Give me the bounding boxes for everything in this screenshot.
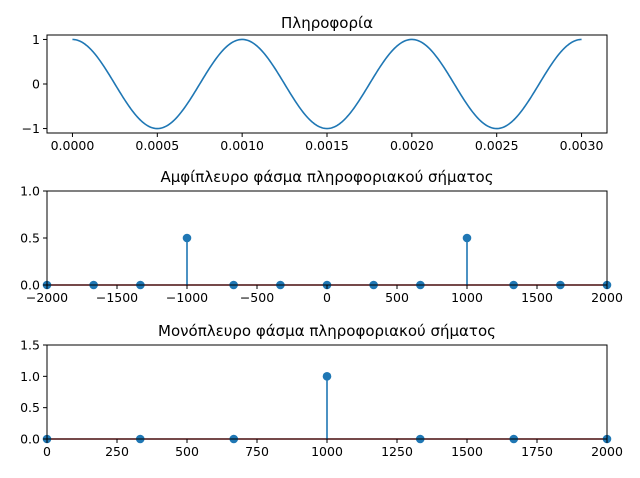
signal-y-tick-label: 0 — [32, 77, 40, 92]
double-sided-x-tick-label: −1500 — [96, 290, 138, 305]
double-sided-x-tick-label: 1000 — [451, 290, 483, 305]
single-sided-y-tick-label: 1.0 — [20, 369, 40, 384]
single-sided-x-tick-label: 500 — [175, 444, 199, 459]
subplot-double-sided-title: Αμφίπλευρο φάσμα πληροφοριακού σήματος — [160, 168, 493, 186]
single-sided-x-tick-label: 250 — [105, 444, 129, 459]
double-sided-x-tick-label: 2000 — [591, 290, 623, 305]
plot-area-single-sided: 0 250 500 750 1000 1250 1500 1750 2000 0.0 0.5 1.0 1… — [20, 338, 623, 460]
signal-x-tick-label: 0.0005 — [135, 138, 179, 153]
signal-x-tick-label: 0.0000 — [51, 138, 95, 153]
single-sided-x-tick-label: 0 — [43, 444, 51, 459]
single-sided-x-tick-label: 750 — [245, 444, 269, 459]
signal-x-tick-label: 0.0030 — [560, 138, 604, 153]
signal-x-tick-label: 0.0020 — [390, 138, 434, 153]
single-sided-y-tick-label: 0.0 — [20, 432, 40, 447]
double-sided-stem-marker — [182, 233, 192, 243]
signal-x-tick-label: 0.0015 — [305, 138, 349, 153]
double-sided-x-tick-label: 500 — [385, 290, 409, 305]
subplot-single-sided-spectrum: Μονόπλευρο φάσμα πληροφοριακού σήματος 0… — [20, 322, 623, 459]
double-sided-x-tick-label: −2000 — [26, 290, 68, 305]
double-sided-stem-marker — [462, 233, 472, 243]
single-sided-y-tick-label: 0.5 — [20, 400, 40, 415]
single-sided-x-tick-label: 1250 — [381, 444, 413, 459]
subplot-signal-title: Πληροφορία — [281, 14, 373, 32]
plot-area-double-sided: −2000 −1500 −1000 −500 0 500 1000 1500 2000 0.0 0.… — [20, 184, 623, 306]
subplot-double-sided-spectrum: Αμφίπλευρο φάσμα πληροφοριακού σήματος −… — [20, 168, 623, 305]
signal-x-tick-label: 0.0025 — [475, 138, 519, 153]
signal-y-tick-label: −1 — [22, 121, 40, 136]
subplot-single-sided-title: Μονόπλευρο φάσμα πληροφοριακού σήματος — [158, 322, 496, 340]
double-sided-x-tick-label: 0 — [323, 290, 331, 305]
signal-x-tick-label: 0.0010 — [220, 138, 264, 153]
single-sided-stem-marker — [322, 372, 332, 381]
signal-line — [72, 38, 582, 130]
single-sided-x-tick-label: 1500 — [451, 444, 483, 459]
double-sided-y-tick-label: 1.0 — [20, 184, 40, 199]
signal-y-tick-label: 1 — [32, 32, 40, 47]
double-sided-y-tick-label: 0.0 — [20, 278, 40, 293]
subplot-signal: Πληροφορία 0.0000 0.0005 0.0010 0.0015 0.002… — [22, 14, 608, 153]
single-sided-x-tick-label: 1000 — [311, 444, 343, 459]
single-sided-y-tick-label: 1.5 — [20, 338, 40, 353]
double-sided-x-tick-label: 1500 — [521, 290, 553, 305]
double-sided-y-tick-label: 0.5 — [20, 231, 40, 246]
double-sided-x-tick-label: −1000 — [166, 290, 208, 305]
double-sided-axes-frame — [46, 190, 608, 286]
single-sided-x-tick-label: 1750 — [521, 444, 553, 459]
plot-area-signal: 0.0000 0.0005 0.0010 0.0015 0.0020 0.0025 0.00… — [22, 32, 608, 153]
double-sided-x-tick-label: −500 — [240, 290, 274, 305]
signal-axes-frame — [46, 34, 608, 134]
single-sided-x-tick-label: 2000 — [591, 444, 623, 459]
